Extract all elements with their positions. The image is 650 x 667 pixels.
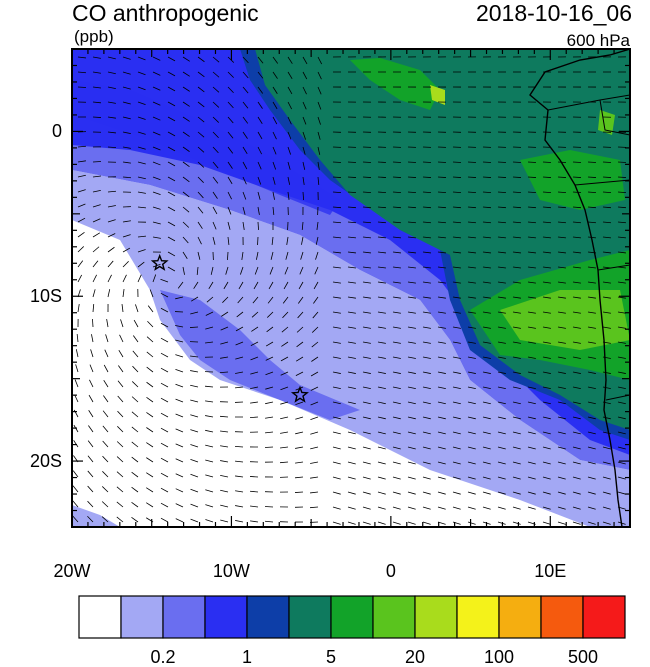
- map-timestamp: 2018-10-16_06: [475, 0, 632, 26]
- y-tick-label: 0: [51, 121, 62, 142]
- map-frame: [71, 48, 631, 528]
- colorbar-label: 5: [325, 647, 337, 667]
- x-tick-label: 10E: [534, 561, 567, 581]
- x-tick-label: 10W: [212, 561, 250, 581]
- axis-ticks: [71, 48, 631, 528]
- star-marker: [290, 385, 309, 403]
- colorbar-label: 500: [567, 647, 599, 667]
- border-line: [547, 94, 630, 401]
- colorbar-label: 100: [483, 647, 515, 667]
- star-marker: [150, 253, 169, 271]
- pressure-level: 600 hPa: [566, 31, 630, 50]
- colorbar-label: 0.2: [150, 647, 176, 667]
- map-units: (ppb): [74, 27, 114, 46]
- y-tick-label: 20S: [29, 451, 62, 472]
- colorbar-label: 20: [404, 647, 426, 667]
- colorbar-label: 1: [241, 647, 253, 667]
- co-concentration-field: [72, 49, 630, 527]
- y-tick-label: 10S: [29, 286, 62, 307]
- wind-vectors: [72, 56, 627, 525]
- coastline: [529, 49, 630, 527]
- map-title: CO anthropogenic: [72, 0, 259, 26]
- x-tick-label: 20W: [53, 561, 91, 581]
- x-tick-label: 0: [385, 561, 396, 581]
